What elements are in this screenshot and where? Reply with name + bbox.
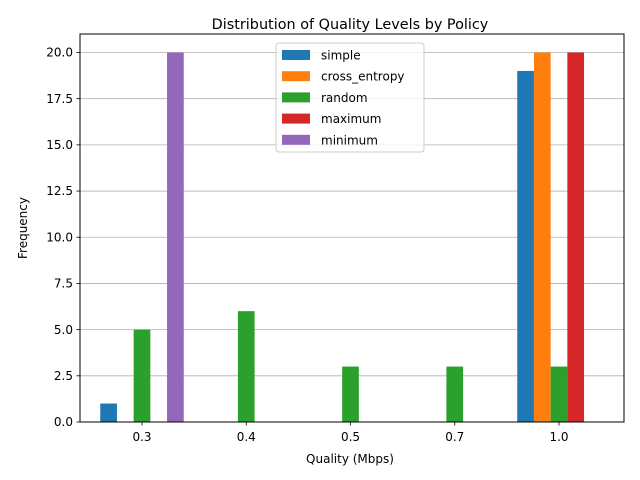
- x-tick-label: 0.4: [237, 430, 256, 444]
- bar-minimum-0.3: [167, 52, 184, 422]
- legend-label-maximum: maximum: [321, 112, 381, 126]
- legend-swatch-random: [282, 92, 310, 103]
- bar-random-0.4: [237, 311, 255, 422]
- y-axis-label: Frequency: [16, 197, 30, 259]
- bar-simple-1.0: [517, 70, 534, 422]
- y-tick-label: 12.5: [46, 184, 73, 198]
- bar-random-0.5: [342, 366, 359, 422]
- bars: [100, 52, 585, 422]
- legend-label-minimum: minimum: [321, 133, 378, 147]
- chart-title: Distribution of Quality Levels by Policy: [212, 17, 489, 33]
- bar-random-1.0: [550, 366, 568, 422]
- x-tick-label: 1.0: [549, 430, 568, 444]
- legend-label-simple: simple: [321, 49, 361, 63]
- y-tick-label: 5.0: [54, 323, 73, 337]
- y-tick-label: 17.5: [46, 92, 73, 106]
- legend-swatch-minimum: [282, 134, 310, 145]
- bar-random-0.3: [133, 329, 151, 422]
- bar-maximum-1.0: [567, 52, 585, 422]
- bar-simple-0.3: [100, 403, 117, 422]
- x-tick-label: 0.5: [341, 430, 360, 444]
- legend-label-cross_entropy: cross_entropy: [321, 70, 405, 84]
- y-axis-ticks: 0.0 2.5 5.0 7.5 10.0 12.5 15.0 17.5 20.0: [46, 46, 80, 429]
- x-axis-ticks: 0.3 0.4 0.5 0.7 1.0: [132, 422, 569, 444]
- x-tick-label: 0.7: [445, 430, 464, 444]
- x-axis-label: Quality (Mbps): [306, 452, 394, 466]
- legend-swatch-cross_entropy: [282, 71, 310, 82]
- legend-swatch-maximum: [282, 113, 310, 124]
- y-tick-label: 2.5: [54, 369, 73, 383]
- y-tick-label: 7.5: [54, 277, 73, 291]
- y-tick-label: 15.0: [46, 138, 73, 152]
- y-tick-label: 20.0: [46, 46, 73, 60]
- x-tick-label: 0.3: [132, 430, 151, 444]
- legend-swatch-simple: [282, 50, 310, 60]
- plot-frame: [79, 33, 625, 423]
- legend-box: [275, 42, 425, 153]
- bar-cross_entropy-1.0: [533, 52, 551, 422]
- legend-label-random: random: [321, 91, 368, 105]
- y-tick-label: 10.0: [46, 230, 73, 244]
- bar-random-0.7: [446, 366, 464, 422]
- y-tick-label: 0.0: [54, 415, 73, 429]
